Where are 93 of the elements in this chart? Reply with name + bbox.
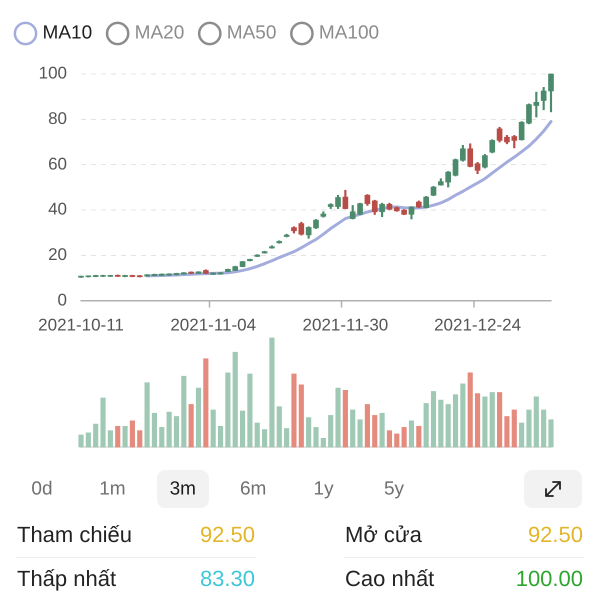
text: 3m [170,478,196,500]
y-tick-label: 0 [58,290,67,310]
y-tick-label: 40 [48,200,67,219]
y-tick-label: 60 [48,154,67,174]
category-label: Thấp nhất [17,566,116,591]
bar [210,410,216,448]
bar [262,429,268,448]
bar [188,404,194,448]
bar [438,400,444,448]
bar [512,410,517,448]
bar [78,434,84,448]
bar [357,419,363,448]
bar [350,410,356,448]
bar [166,412,172,448]
text: 5y [384,478,404,500]
bar [416,426,422,448]
bar [452,394,458,448]
bar [424,403,429,448]
bar [548,419,554,448]
x-tick-label: 2021-12-24 [434,315,522,334]
bar [181,376,186,448]
legend-label: MA10 [42,22,92,44]
legend-label: MA20 [134,22,184,44]
bar [408,420,414,448]
text: 83.30 [200,566,255,591]
y-tick-label: 80 [48,109,67,128]
bar [364,404,370,448]
bar [313,427,319,448]
bar [526,410,532,448]
text: 92.50 [200,522,255,547]
bar [137,430,142,448]
x-tick-label: 2021-10-11 [38,315,124,334]
bar [460,383,466,448]
bar [534,396,539,448]
bar [519,422,524,448]
bar [100,398,106,448]
bar [468,372,473,448]
bar [320,438,326,448]
text: 1y [314,478,334,500]
bar [291,374,297,448]
bar [86,432,91,448]
bar [430,391,436,448]
bar [122,426,128,448]
text: 100.00 [516,566,583,591]
bar [269,338,275,448]
bar [402,427,407,448]
bar [247,374,252,448]
bar [225,372,230,448]
bar [276,406,282,448]
bar [218,426,224,448]
x-tick-label: 2021-11-04 [170,315,256,334]
bar [108,430,113,448]
bar [130,420,135,448]
legend-label: MA100 [318,22,380,44]
bar [144,382,150,448]
text: 0d [31,478,53,500]
bar [284,428,290,448]
bar [342,390,348,448]
y-tick-label: 20 [48,244,67,264]
category-label: Mở cửa [345,522,422,547]
bar [380,412,385,448]
bar [254,422,260,448]
bar [203,358,208,448]
x-tick-label: 2021-11-30 [302,315,388,334]
text: 6m [240,478,266,500]
y-tick-label: 100 [38,64,67,83]
bar [372,415,378,448]
bar [490,392,495,448]
bar [386,430,392,448]
category-label: Tham chiếu [17,522,132,547]
bar [335,388,341,448]
bar [152,412,158,448]
bar [196,388,202,448]
bar [159,427,164,448]
text: 1m [99,478,126,500]
bar [474,393,480,448]
text: 92.50 [528,522,583,547]
legend-label: MA50 [226,22,276,44]
bar [482,396,488,448]
bar [298,384,304,448]
bar [328,415,334,448]
bar [232,352,238,448]
bar [306,417,312,448]
bar [446,404,451,448]
bar [394,434,400,448]
bar [504,416,510,448]
category-label: Cao nhất [345,566,434,591]
bar [174,416,180,448]
bar [93,424,98,448]
bar [497,392,502,448]
bar [541,410,546,448]
bar [240,410,246,448]
bar [115,426,120,448]
